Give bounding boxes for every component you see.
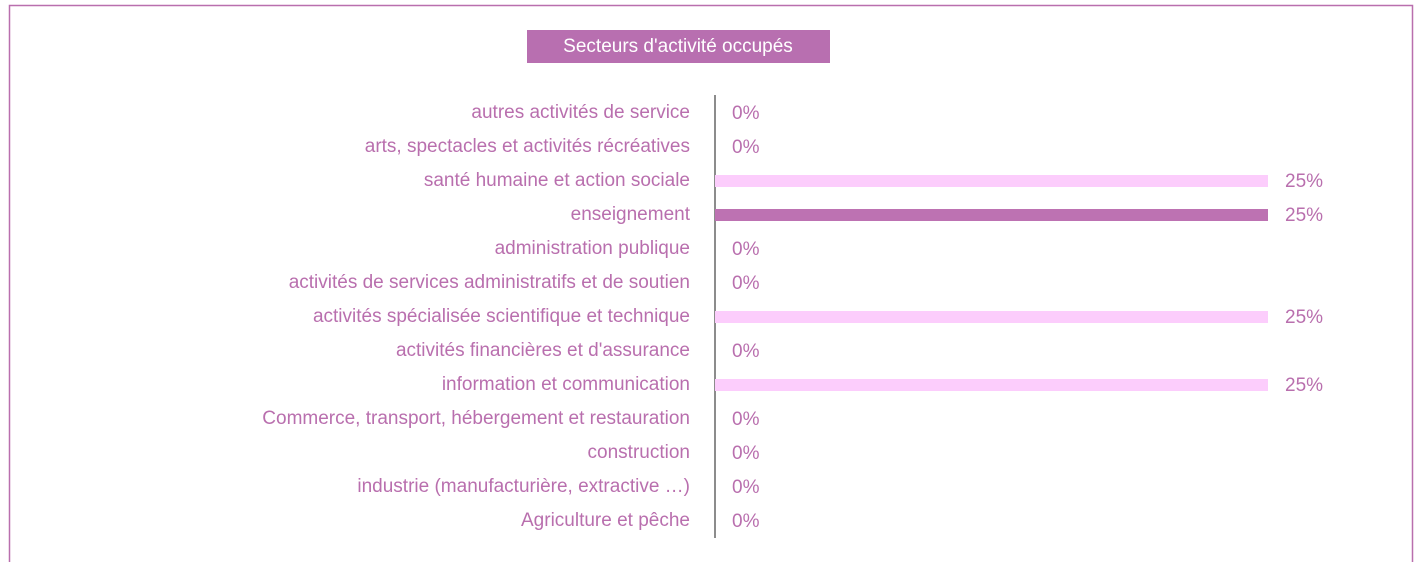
title-box — [527, 30, 830, 63]
chart-title: Secteurs d'activité occupés — [563, 36, 793, 57]
bar — [715, 311, 1268, 323]
value-label: 0% — [732, 137, 760, 158]
value-label: 0% — [732, 409, 760, 430]
category-label: Commerce, transport, hébergement et rest… — [262, 408, 690, 429]
category-label: activités de services administratifs et … — [289, 272, 690, 293]
category-label: administration publique — [495, 238, 690, 259]
value-label: 0% — [732, 273, 760, 294]
category-label: construction — [588, 442, 690, 463]
value-label: 25% — [1285, 205, 1323, 226]
category-label: santé humaine et action sociale — [424, 170, 690, 191]
bar — [715, 175, 1268, 187]
value-label: 0% — [732, 103, 760, 124]
category-label: activités financières et d'assurance — [396, 340, 690, 361]
value-label: 0% — [732, 341, 760, 362]
category-label: Agriculture et pêche — [521, 510, 690, 531]
value-label: 0% — [732, 477, 760, 498]
value-label: 25% — [1285, 375, 1323, 396]
category-label: industrie (manufacturière, extractive …) — [357, 476, 690, 497]
frame — [8, 4, 1414, 562]
bar — [715, 209, 1268, 221]
category-label: activités spécialisée scientifique et te… — [313, 306, 690, 327]
category-label: enseignement — [571, 204, 691, 225]
bar — [715, 379, 1268, 391]
value-label: 25% — [1285, 171, 1323, 192]
category-label: arts, spectacles et activités récréative… — [365, 136, 690, 157]
value-label: 25% — [1285, 307, 1323, 328]
value-label: 0% — [732, 511, 760, 532]
category-label: autres activités de service — [471, 102, 690, 123]
value-label: 0% — [732, 443, 760, 464]
category-label: information et communication — [442, 374, 690, 395]
value-label: 0% — [732, 239, 760, 260]
